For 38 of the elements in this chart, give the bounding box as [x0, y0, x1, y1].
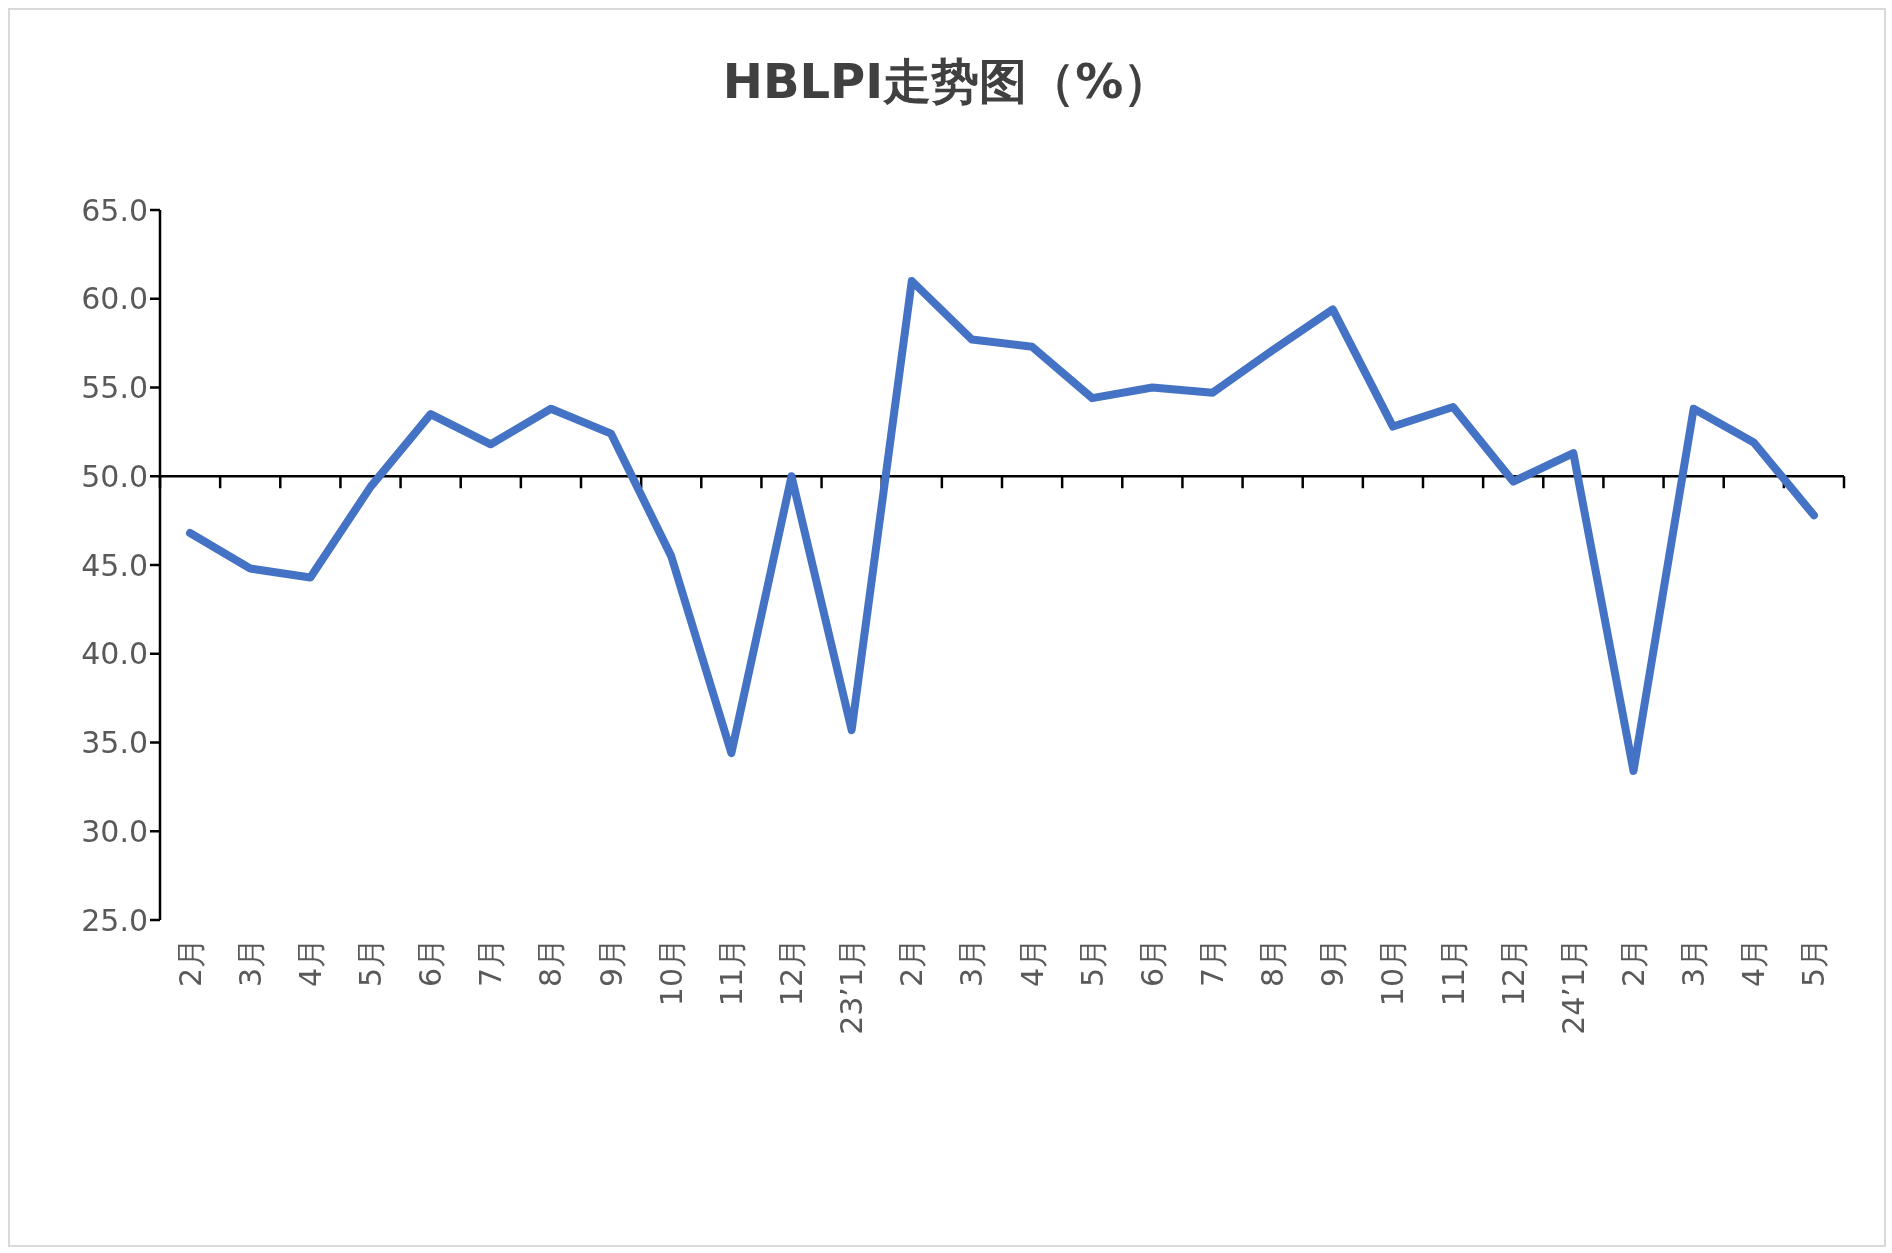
y-tick-label: 25.0 — [81, 902, 148, 938]
x-tick-label: 2月 — [894, 938, 930, 988]
x-tick-label: 8月 — [1255, 938, 1291, 988]
y-tick-label: 45.0 — [81, 547, 148, 583]
x-tick-label: 6月 — [1134, 938, 1170, 988]
x-tick-label: 4月 — [1014, 938, 1050, 988]
chart-title: HBLPI走势图（%） — [721, 52, 1173, 111]
x-tick-label: 10月 — [653, 938, 689, 1007]
x-tick-label: 12月 — [1495, 938, 1531, 1007]
x-tick-label: 5月 — [1074, 938, 1110, 988]
y-tick-label: 60.0 — [81, 281, 148, 317]
x-tick-label: 9月 — [1315, 938, 1351, 988]
x-tick-label: 3月 — [954, 938, 990, 988]
y-tick-label: 50.0 — [81, 458, 148, 494]
x-tick-label: 10月 — [1375, 938, 1411, 1007]
y-tick-label: 40.0 — [81, 636, 148, 672]
x-tick-label: 8月 — [533, 938, 569, 988]
x-tick-label: 9月 — [593, 938, 629, 988]
x-tick-label: 3月 — [232, 938, 268, 988]
y-tick-label: 30.0 — [81, 813, 148, 849]
x-tick-label: 2月 — [172, 938, 208, 988]
x-tick-label: 23’1月 — [834, 938, 870, 1035]
x-tick-label: 11月 — [1435, 938, 1471, 1007]
y-tick-label: 55.0 — [81, 370, 148, 406]
x-tick-label: 4月 — [292, 938, 328, 988]
x-tick-label: 5月 — [1796, 938, 1832, 988]
x-tick-label: 6月 — [413, 938, 449, 988]
x-tick-label: 11月 — [713, 938, 749, 1007]
y-tick-label: 65.0 — [81, 192, 148, 228]
x-tick-label: 24’1月 — [1555, 938, 1591, 1035]
y-tick-label: 35.0 — [81, 725, 148, 761]
x-tick-label: 7月 — [1195, 938, 1230, 988]
x-tick-label: 12月 — [774, 938, 809, 1007]
x-tick-label: 4月 — [1736, 938, 1772, 988]
x-tick-label: 7月 — [473, 938, 509, 988]
x-tick-label: 3月 — [1676, 938, 1712, 988]
x-tick-label: 5月 — [353, 938, 388, 988]
x-tick-label: 2月 — [1616, 938, 1651, 988]
